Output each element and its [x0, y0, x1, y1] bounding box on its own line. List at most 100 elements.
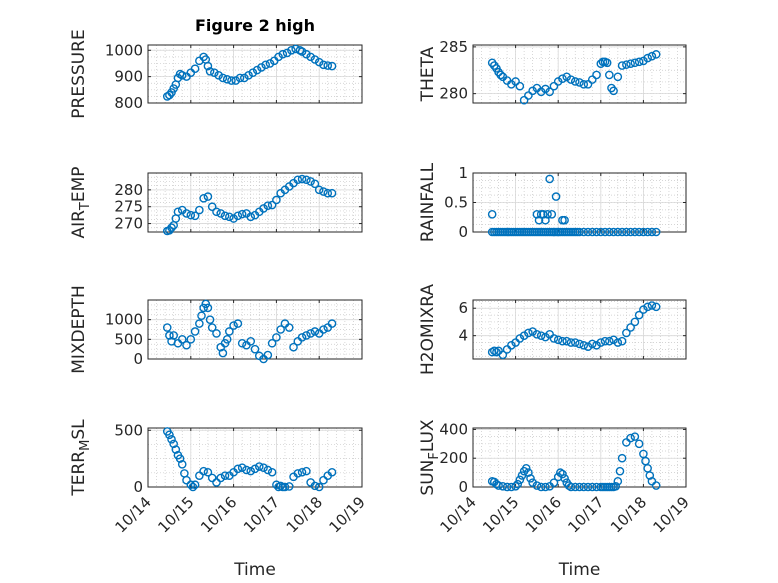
data-point: [626, 59, 635, 69]
data-point: [177, 460, 187, 469]
data-point: [220, 471, 230, 480]
data-point: [287, 45, 296, 55]
data-point: [190, 64, 200, 74]
data-point: [306, 52, 315, 62]
data-point: [310, 481, 320, 491]
data-point: [319, 325, 328, 334]
data-point: [575, 339, 584, 349]
data-point: [173, 207, 183, 217]
data-point: [562, 336, 572, 346]
y-tick-label: 280: [114, 181, 143, 199]
x-tick-label: 10/19: [650, 493, 693, 536]
data-point: [596, 338, 606, 347]
data-point: [536, 482, 546, 492]
data-point: [190, 211, 200, 221]
data-point: [639, 227, 648, 237]
data-point: [560, 474, 569, 483]
data-point: [562, 72, 572, 82]
data-series: [487, 301, 661, 360]
data-point: [186, 335, 196, 344]
data-point: [235, 73, 245, 83]
y-tick-label: 0: [133, 350, 143, 368]
data-point: [246, 336, 256, 346]
data-point: [536, 87, 546, 97]
data-point: [297, 174, 307, 184]
data-point: [263, 465, 273, 475]
data-point: [314, 482, 324, 492]
data-point: [327, 188, 337, 198]
data-point: [216, 473, 226, 483]
data-point: [302, 49, 311, 59]
data-point: [282, 48, 292, 58]
data-point: [267, 338, 277, 348]
y-tick-label: 270: [114, 215, 143, 233]
data-point: [327, 467, 337, 477]
y-tick-label: 1000: [105, 41, 143, 59]
data-point: [239, 73, 249, 83]
data-point: [203, 467, 213, 477]
data-point: [536, 331, 546, 340]
data-point: [216, 209, 226, 218]
subplot-h2omixra: 4 6 H2OMIXRA: [418, 284, 687, 375]
data-point: [233, 464, 243, 474]
data-point: [513, 479, 523, 489]
x-tick-label: 10/14: [112, 493, 155, 536]
data-point: [289, 342, 298, 352]
data-point: [575, 227, 584, 237]
data-point: [647, 227, 657, 237]
data-point: [596, 59, 606, 69]
data-point: [188, 482, 198, 492]
data-point: [547, 209, 557, 219]
data-point: [225, 212, 234, 222]
data-point: [549, 227, 559, 237]
data-point: [284, 482, 294, 491]
data-point: [613, 72, 623, 82]
data-point: [207, 323, 217, 332]
data-point: [218, 348, 228, 358]
data-point: [622, 227, 631, 237]
data-point: [570, 77, 580, 86]
data-point: [532, 330, 542, 339]
data-point: [558, 74, 567, 83]
data-point: [524, 91, 533, 100]
data-point: [276, 325, 285, 334]
data-point: [634, 57, 644, 67]
data-point: [494, 481, 503, 490]
data-point: [218, 73, 228, 83]
data-point: [297, 467, 307, 477]
data-point: [507, 79, 516, 89]
data-point: [220, 211, 230, 221]
data-point: [259, 463, 268, 473]
data-point: [257, 63, 266, 72]
y-tick-label: 0: [458, 223, 468, 241]
data-point: [267, 200, 277, 210]
data-point: [651, 302, 661, 312]
data-point: [524, 468, 533, 477]
data-point: [528, 327, 537, 336]
subplot-rainfall: 0 0.5 1 RAINFALL: [418, 162, 687, 242]
data-point: [545, 174, 554, 184]
data-point: [237, 463, 247, 473]
data-point: [617, 227, 627, 237]
data-point: [203, 61, 213, 71]
y-tick-label: 500: [114, 330, 143, 348]
x-tick-label: 10/16: [522, 493, 565, 536]
data-point: [643, 53, 652, 63]
data-point: [617, 61, 627, 70]
data-point: [498, 481, 508, 491]
data-series: [487, 174, 661, 237]
x-tick-label: 10/17: [564, 493, 607, 536]
data-point: [229, 321, 238, 330]
data-point: [203, 303, 213, 313]
data-point: [167, 435, 176, 444]
data-point: [587, 339, 597, 349]
data-point: [587, 227, 597, 237]
data-point: [515, 475, 525, 485]
data-point: [592, 482, 601, 492]
data-point: [207, 202, 217, 212]
data-point: [263, 201, 273, 211]
y-axis-label: THETA: [418, 46, 438, 102]
data-point: [487, 209, 497, 219]
